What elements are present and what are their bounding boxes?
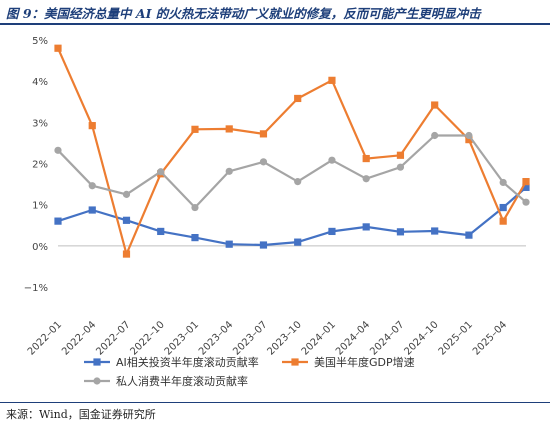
legend-marker-3 <box>93 377 101 385</box>
series-1-point <box>328 227 336 236</box>
y-tick-label: 5% <box>32 36 48 47</box>
legend-label-1: AI相关投资半年度滚动贡献率 <box>116 355 259 369</box>
x-tick-label: 2023–01 <box>163 319 201 357</box>
series-1-point <box>191 234 199 242</box>
y-tick-label: 4% <box>32 77 48 88</box>
title-divider <box>0 23 550 25</box>
series-2-point <box>362 154 370 163</box>
x-tick-label: 2024–04 <box>334 319 372 357</box>
series-3-point <box>431 131 439 140</box>
line-chart: 5% 4% 3% 2% 1% 0% −1% 2022–012022–042022–072022… <box>24 36 530 388</box>
series-3-point <box>54 146 62 154</box>
x-tick-label: 2024–01 <box>300 319 338 357</box>
x-tick-label: 2024–07 <box>368 319 406 357</box>
series-2-point <box>431 101 439 109</box>
x-tick-label: 2022–07 <box>94 319 132 357</box>
legend-label-2: 美国半年度GDP增速 <box>314 355 415 369</box>
y-tick-label: −1% <box>24 283 48 294</box>
series-3-point <box>294 178 302 186</box>
series-3-point <box>465 131 473 140</box>
series-2-point <box>225 125 233 133</box>
series-1-point <box>362 223 370 231</box>
x-tick-label: 2023–07 <box>231 319 269 357</box>
series-3-point <box>522 198 530 206</box>
series-3-point <box>157 168 165 176</box>
x-tick-label: 2022–01 <box>26 319 64 357</box>
series-1-point <box>54 217 62 225</box>
series-3-point <box>88 182 96 190</box>
series-1-point <box>157 227 165 236</box>
x-tick-label: 2025–04 <box>471 319 509 357</box>
series-1-point <box>294 238 302 246</box>
source-divider <box>0 402 550 403</box>
series-2-point <box>191 125 199 133</box>
x-tick-label: 2022–04 <box>60 319 98 357</box>
series-2-point <box>465 136 473 144</box>
series-3-point <box>259 158 268 166</box>
series-1-point <box>465 231 473 239</box>
legend-label-3: 私人消费半年度滚动贡献率 <box>116 374 248 388</box>
x-tick-label: 2023–04 <box>197 319 235 357</box>
x-tick-label: 2025–01 <box>437 319 475 357</box>
series-3-point <box>191 203 199 212</box>
x-tick-label: 2023–10 <box>266 319 304 357</box>
series-3-point <box>396 163 405 171</box>
series-2-point <box>294 94 302 103</box>
series-1-point <box>259 241 268 249</box>
legend-marker-2 <box>291 358 299 366</box>
y-tick-label: 2% <box>32 160 48 171</box>
series-3-point <box>122 190 131 198</box>
legend-marker-1 <box>93 358 101 366</box>
series-1-point <box>225 240 233 248</box>
series-3-point <box>499 178 507 187</box>
series-1-point <box>431 227 439 235</box>
series-1-point <box>88 206 96 214</box>
series-2-point <box>54 44 62 52</box>
series-1-point <box>396 228 405 236</box>
series-3-point <box>328 156 336 164</box>
x-tick-label: 2024–10 <box>402 319 440 357</box>
series-2-point <box>328 76 336 84</box>
source-note: 来源：Wind，国金证券研究所 <box>6 408 156 421</box>
series-2-point <box>259 130 268 138</box>
series-2-point <box>88 122 96 130</box>
y-tick-label: 3% <box>32 118 48 129</box>
series-2-point <box>122 250 131 258</box>
series-3-point <box>225 167 233 175</box>
series-1-point <box>522 183 530 191</box>
series-1-point <box>499 203 507 212</box>
series-3-point <box>362 175 370 183</box>
figure-title: 图 9：美国经济总量中 AI 的火热无法带动广义就业的修复，反而可能产生更明显冲… <box>6 6 481 21</box>
series-2-point <box>499 217 507 225</box>
series-2-point <box>396 151 405 159</box>
figure-title-bar: 图 9：美国经济总量中 AI 的火热无法带动广义就业的修复，反而可能产生更明显冲… <box>0 0 550 25</box>
y-tick-label: 1% <box>32 201 48 212</box>
series-1-point <box>122 216 131 224</box>
y-tick-label: 0% <box>32 242 48 253</box>
x-tick-label: 2022–10 <box>129 319 167 357</box>
series-2-point <box>522 178 530 186</box>
